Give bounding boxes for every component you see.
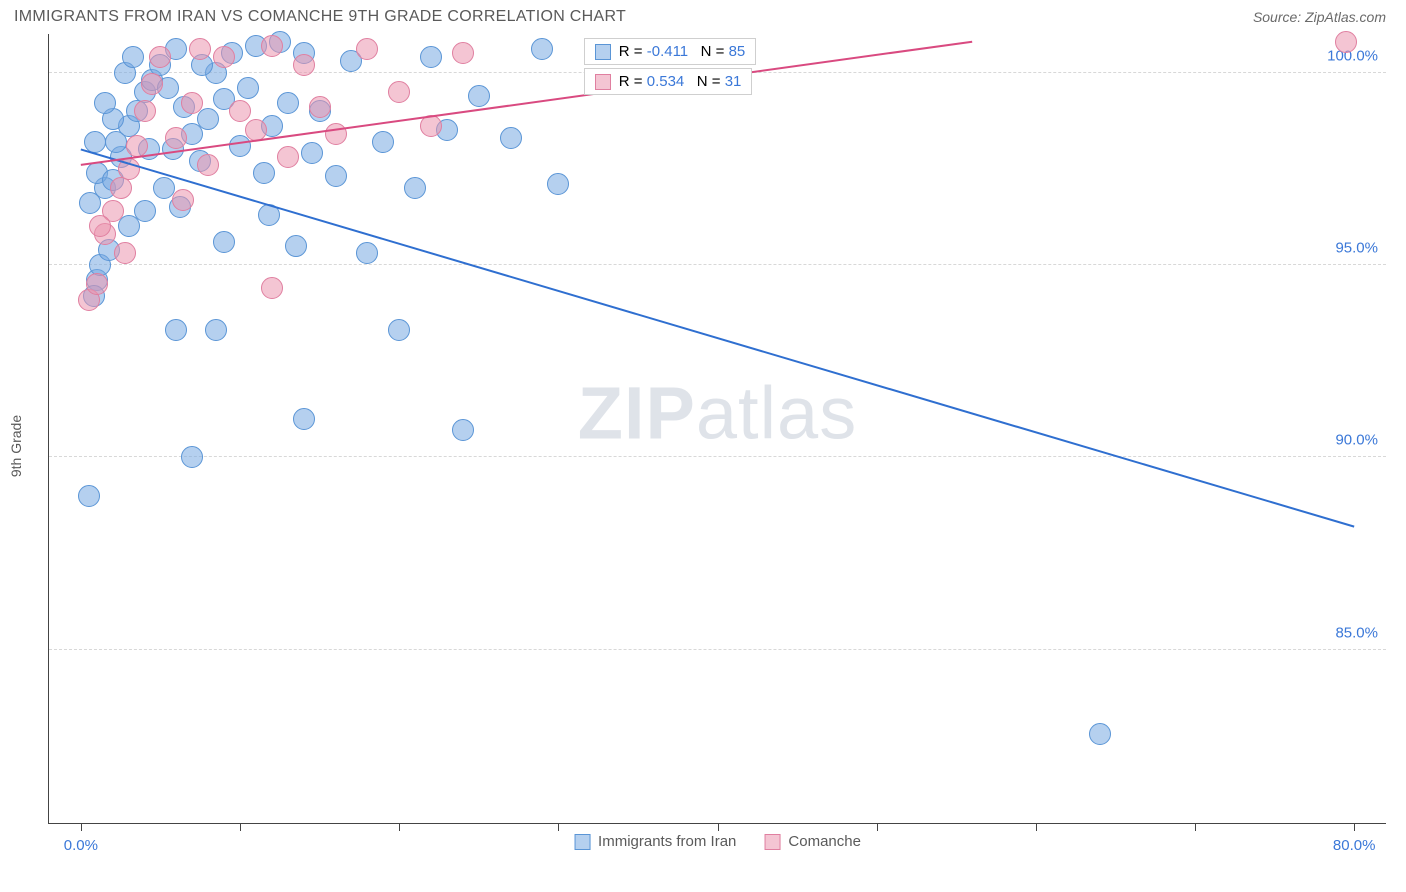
data-point [134,100,156,122]
data-point [134,200,156,222]
data-point [356,242,378,264]
data-point [277,92,299,114]
x-tick [240,823,241,831]
x-tick [877,823,878,831]
trend-lines [49,34,1386,823]
correlation-box: R = 0.534 N = 31 [584,68,753,95]
data-point [293,54,315,76]
legend-item: Immigrants from Iran [574,833,736,850]
x-tick-label-right: 80.0% [1333,837,1376,854]
data-point [181,446,203,468]
data-point [213,231,235,253]
data-point [309,96,331,118]
legend-item: Comanche [764,833,861,850]
data-point [258,204,280,226]
data-point [141,73,163,95]
data-point [89,215,111,237]
data-point [122,46,144,68]
x-tick [1354,823,1355,831]
data-point [118,158,140,180]
data-point [261,35,283,57]
x-tick [718,823,719,831]
correlation-text: R = -0.411 N = 85 [619,43,745,60]
x-tick [1195,823,1196,831]
data-point [213,46,235,68]
data-point [78,485,100,507]
gridline [49,456,1386,457]
data-point [285,235,307,257]
legend-label: Immigrants from Iran [598,833,736,850]
legend-swatch [764,834,780,850]
data-point [468,85,490,107]
watermark: ZIPatlas [578,370,857,455]
scatter-chart: ZIPatlas 85.0%90.0%95.0%100.0%0.0%80.0%R… [48,34,1386,824]
data-point [197,154,219,176]
y-axis-label: 9th Grade [8,415,24,477]
series-swatch [595,74,611,90]
data-point [94,92,116,114]
data-point [452,42,474,64]
data-point [110,177,132,199]
data-point [86,273,108,295]
data-point [420,115,442,137]
x-tick [81,823,82,831]
gridline [49,264,1386,265]
series-swatch [595,44,611,60]
data-point [205,319,227,341]
legend-swatch [574,834,590,850]
correlation-box: R = -0.411 N = 85 [584,38,756,65]
data-point [452,419,474,441]
data-point [293,408,315,430]
data-point [1335,31,1357,53]
y-tick-label: 95.0% [1335,239,1378,256]
data-point [197,108,219,130]
y-tick-label: 85.0% [1335,624,1378,641]
chart-header: IMMIGRANTS FROM IRAN VS COMANCHE 9TH GRA… [0,0,1406,34]
legend-label: Comanche [788,833,861,850]
chart-title: IMMIGRANTS FROM IRAN VS COMANCHE 9TH GRA… [14,8,626,26]
data-point [301,142,323,164]
chart-source: Source: ZipAtlas.com [1253,9,1386,25]
data-point [79,192,101,214]
data-point [165,127,187,149]
data-point [325,123,347,145]
x-tick [399,823,400,831]
data-point [84,131,106,153]
legend: Immigrants from Iran Comanche [574,833,861,850]
data-point [1089,723,1111,745]
data-point [261,277,283,299]
data-point [277,146,299,168]
data-point [325,165,347,187]
data-point [531,38,553,60]
correlation-text: R = 0.534 N = 31 [619,73,742,90]
data-point [114,242,136,264]
data-point [229,100,251,122]
data-point [181,92,203,114]
data-point [165,319,187,341]
data-point [126,135,148,157]
data-point [149,46,171,68]
x-tick [1036,823,1037,831]
data-point [420,46,442,68]
gridline [49,649,1386,650]
data-point [189,38,211,60]
x-tick [558,823,559,831]
data-point [356,38,378,60]
data-point [253,162,275,184]
data-point [172,189,194,211]
data-point [388,81,410,103]
data-point [245,119,267,141]
y-tick-label: 90.0% [1335,432,1378,449]
data-point [547,173,569,195]
data-point [372,131,394,153]
data-point [500,127,522,149]
data-point [388,319,410,341]
data-point [404,177,426,199]
data-point [237,77,259,99]
x-tick-label-left: 0.0% [64,837,98,854]
